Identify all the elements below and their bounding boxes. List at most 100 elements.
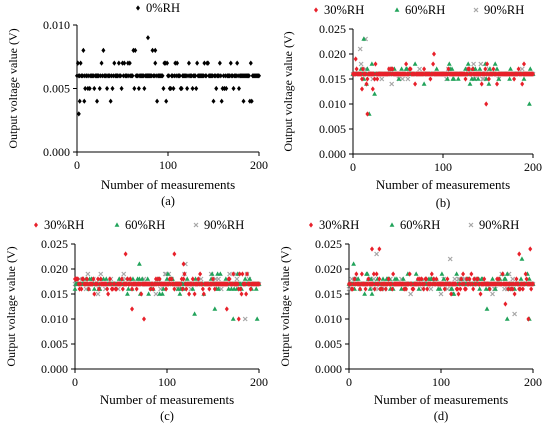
data-point <box>76 111 81 117</box>
panel-caption: (c) <box>160 409 174 423</box>
data-point <box>257 281 261 287</box>
data-point <box>125 276 130 282</box>
data-point <box>396 76 402 81</box>
data-point <box>522 281 527 287</box>
data-point <box>142 316 146 322</box>
data-point <box>516 66 521 72</box>
data-point <box>413 271 419 276</box>
data-point <box>465 71 470 77</box>
data-point <box>96 286 101 292</box>
data-point <box>228 60 233 66</box>
x-tick-label: 200 <box>524 160 542 174</box>
data-point <box>369 61 375 66</box>
data-point <box>425 286 430 292</box>
data-point <box>355 276 361 281</box>
data-point <box>180 286 185 292</box>
y-tick-label: 0.015 <box>315 287 342 301</box>
data-point <box>475 276 480 282</box>
data-point <box>404 61 409 67</box>
y-axis-label: Output voltage value (V) <box>281 31 295 151</box>
y-tick-label: 0.005 <box>43 82 70 96</box>
data-point <box>98 271 104 277</box>
data-point <box>461 271 466 277</box>
x-axis-label: Number of measurements <box>374 392 508 407</box>
data-point <box>516 281 521 287</box>
data-point <box>238 286 243 292</box>
data-point <box>434 276 439 282</box>
data-point <box>365 76 370 82</box>
data-point <box>439 271 445 276</box>
data-point <box>142 85 147 92</box>
data-point <box>372 286 377 292</box>
data-point <box>133 47 138 53</box>
data-point <box>408 291 414 297</box>
data-point <box>137 261 142 266</box>
data-point <box>118 73 123 79</box>
data-point <box>492 61 498 66</box>
data-point <box>364 81 369 87</box>
data-point <box>130 73 135 79</box>
data-point <box>477 286 483 291</box>
chart-panel-d: 0.000 0.005 0.010 0.015 0.020 0.025 0 100 200 Num… <box>278 218 542 423</box>
data-point <box>437 286 443 291</box>
data-point <box>445 76 450 81</box>
data-point <box>119 85 124 92</box>
data-point <box>346 286 352 292</box>
legend-entry: 90%RH <box>468 218 519 232</box>
x-axis-label: Number of measurements <box>376 177 510 192</box>
x-tick-label: 0 <box>74 158 80 172</box>
x-tick-label: 100 <box>434 160 452 174</box>
data-point <box>363 71 368 77</box>
data-point <box>478 61 484 67</box>
legend-entry: 90%RH <box>193 218 244 232</box>
data-point <box>239 291 244 297</box>
data-point <box>107 276 112 282</box>
series-90pctrh <box>72 261 262 322</box>
y-tick-label: 0.010 <box>43 18 70 32</box>
data-point <box>449 291 454 297</box>
data-point <box>212 306 218 311</box>
data-point <box>172 251 177 257</box>
data-point <box>78 281 83 287</box>
data-point <box>484 306 490 311</box>
data-point <box>407 271 412 277</box>
data-point <box>130 306 135 312</box>
data-point <box>417 66 423 72</box>
data-point <box>362 291 368 296</box>
data-point <box>431 61 436 67</box>
data-point <box>230 316 236 321</box>
data-point <box>411 286 416 292</box>
y-axis-label: Output voltage value (V) <box>6 28 20 148</box>
legend-entry: 60%RH <box>389 218 440 232</box>
series-30pctrh <box>351 51 535 117</box>
data-point <box>486 76 491 82</box>
data-point <box>373 61 378 67</box>
data-point <box>110 85 115 92</box>
data-point <box>132 85 137 92</box>
data-point <box>377 276 382 282</box>
data-point <box>422 66 427 72</box>
data-point <box>471 286 476 292</box>
data-point <box>145 276 151 281</box>
data-point <box>504 271 510 276</box>
data-point <box>235 281 240 287</box>
data-point <box>455 76 461 81</box>
data-point <box>217 60 222 66</box>
data-point <box>492 286 498 291</box>
data-point <box>432 51 436 57</box>
data-point <box>242 316 248 322</box>
data-point <box>190 286 196 291</box>
data-point <box>367 286 373 291</box>
data-point <box>429 271 434 277</box>
data-point <box>81 276 86 282</box>
data-point <box>459 276 464 282</box>
legend-entry: 90%RH <box>473 3 524 17</box>
y-tick-label: 0.005 <box>315 337 342 351</box>
data-point <box>194 85 199 92</box>
data-point <box>235 60 240 66</box>
data-point <box>468 222 474 228</box>
data-point <box>178 281 183 287</box>
series-30pctrh <box>347 246 535 322</box>
data-point <box>394 276 400 281</box>
data-point <box>199 281 204 287</box>
